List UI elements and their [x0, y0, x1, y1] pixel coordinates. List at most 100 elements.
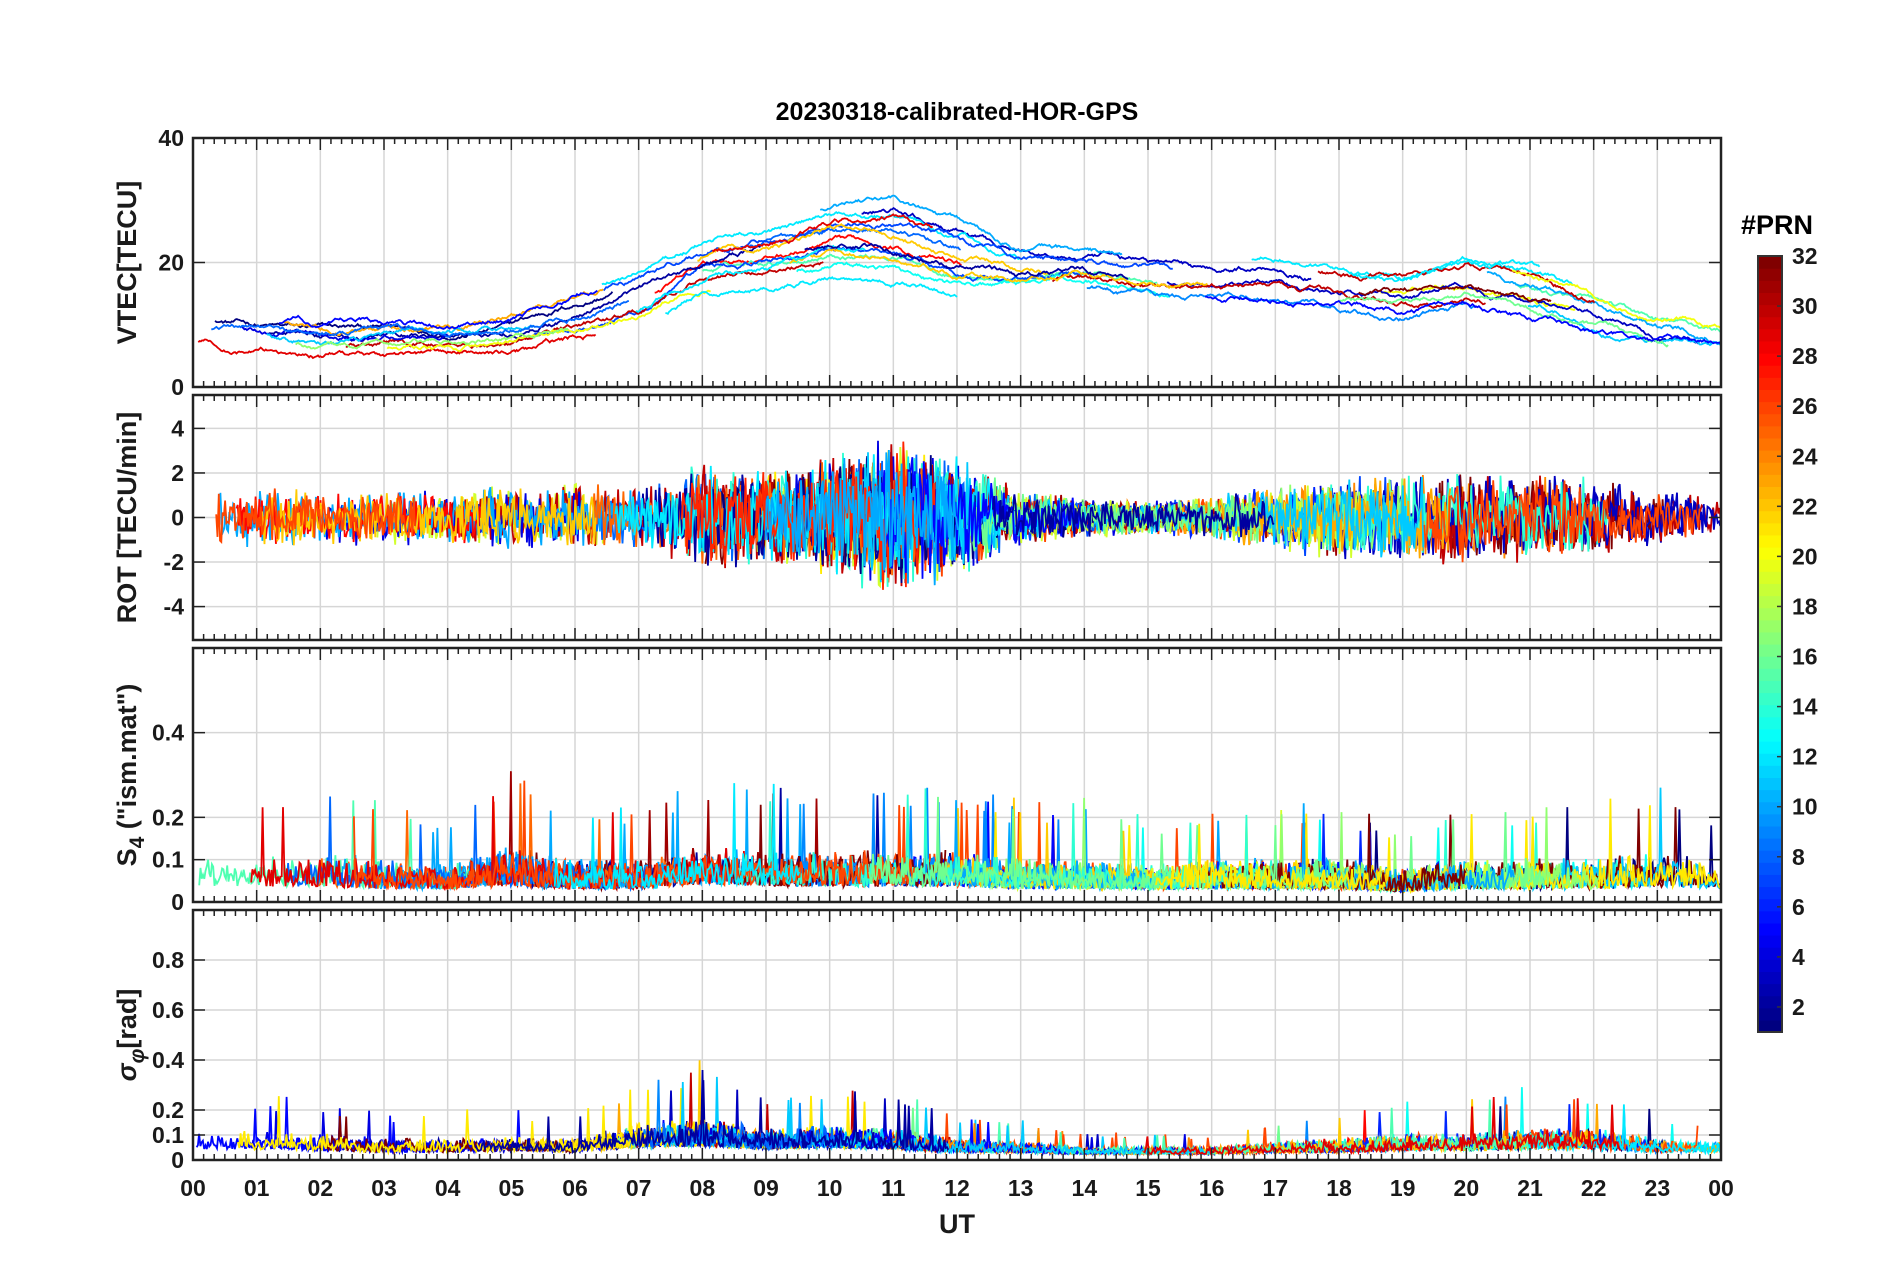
colorbar-segment	[1758, 365, 1782, 378]
series-line-prn	[1273, 807, 1599, 893]
series-group	[195, 1060, 1721, 1158]
series-line-prn	[819, 194, 1123, 256]
series-line-prn	[1155, 823, 1386, 892]
colorbar-segment	[1758, 631, 1782, 645]
colorbar-segment	[1758, 741, 1782, 754]
x-tick-label: 14	[1072, 1175, 1098, 1201]
colorbar-segment	[1758, 547, 1782, 560]
colorbar-segment	[1758, 377, 1782, 390]
colorbar-segment	[1758, 910, 1782, 924]
colorbar-frame	[1757, 255, 1783, 1033]
series-line-prn	[215, 488, 416, 544]
colorbar-segment	[1758, 462, 1782, 475]
colorbar-tick-label: 28	[1792, 343, 1818, 369]
colorbar-segment	[1758, 898, 1782, 912]
x-tick-label: 21	[1517, 1175, 1543, 1201]
colorbar-tick-label: 20	[1792, 543, 1818, 569]
x-tick-label: 13	[1008, 1175, 1034, 1201]
y-axis-label: S4 ("ism.mat")	[112, 684, 149, 867]
colorbar-segment	[1758, 401, 1782, 415]
x-tick-label: 04	[435, 1175, 461, 1201]
y-tick-label: 20	[158, 250, 184, 276]
y-tick-label: 0.4	[152, 720, 184, 746]
x-tick-label: 16	[1199, 1175, 1225, 1201]
colorbar-segment	[1758, 850, 1782, 863]
colorbar-segment	[1758, 862, 1782, 875]
series-line-prn	[353, 809, 915, 891]
y-tick-label: 0.4	[152, 1047, 184, 1073]
colorbar-segment	[1758, 1007, 1782, 1021]
series-line-prn	[1166, 278, 1700, 345]
x-axis-label: UT	[939, 1209, 975, 1239]
colorbar-segment	[1758, 292, 1782, 306]
colorbar-segment	[1758, 498, 1782, 512]
colorbar-segment	[1758, 583, 1782, 597]
colorbar-segment	[1758, 280, 1782, 293]
colorbar-segment	[1758, 353, 1782, 366]
series-line-prn	[747, 227, 962, 251]
y-axis-label: VTEC[TECU]	[112, 181, 142, 345]
colorbar-segment	[1758, 256, 1782, 269]
series-line-prn	[1511, 269, 1721, 329]
colorbar-segment	[1758, 450, 1782, 463]
colorbar-segment	[1758, 437, 1782, 451]
colorbar-segment	[1758, 340, 1782, 354]
colorbar-tick-label: 4	[1792, 944, 1805, 970]
series-line-prn	[266, 324, 534, 346]
colorbar-segment	[1758, 268, 1782, 281]
series-group	[215, 440, 1721, 590]
colorbar-segment	[1758, 668, 1782, 681]
colorbar-tick-label: 6	[1792, 894, 1805, 920]
x-tick-label: 15	[1135, 1175, 1161, 1201]
x-tick-label: 12	[944, 1175, 970, 1201]
panel-frame	[191, 136, 1723, 389]
colorbar-segment	[1758, 619, 1782, 633]
colorbar-segment	[1758, 692, 1782, 706]
colorbar-segment	[1758, 874, 1782, 888]
colorbar-segment	[1758, 777, 1782, 791]
series-line-prn	[1205, 295, 1721, 345]
y-tick-label: 0.1	[152, 1122, 184, 1148]
y-tick-label: 40	[158, 125, 184, 151]
series-line-prn	[789, 248, 1208, 290]
series-line-prn	[868, 796, 1359, 892]
colorbar-tick-label: 32	[1792, 243, 1818, 269]
colorbar-segment	[1758, 922, 1782, 936]
y-tick-label: -2	[164, 549, 184, 575]
y-tick-label: 0.6	[152, 997, 184, 1023]
x-tick-label: 19	[1390, 1175, 1416, 1201]
series-line-prn	[295, 327, 569, 350]
x-tick-label: 11	[881, 1175, 906, 1201]
panel-3: 0 0.1 0.2 0.4S4 ("ism.mat")	[112, 646, 1723, 915]
x-tick-label: 08	[690, 1175, 716, 1201]
colorbar-segment	[1758, 947, 1782, 960]
y-tick-label: 2	[171, 460, 184, 486]
colorbar-segment	[1758, 389, 1782, 403]
series-line-prn	[211, 300, 629, 338]
colorbar-tick-label: 26	[1792, 393, 1818, 419]
y-tick-label: -4	[164, 594, 185, 620]
panel-4: 00.10.2 0.4 0.6 0.8σφ[rad]	[112, 908, 1723, 1173]
series-line-prn	[315, 783, 684, 890]
colorbar-segment	[1758, 935, 1782, 948]
x-tick-label: 03	[371, 1175, 397, 1201]
series-line-prn	[1358, 284, 1552, 303]
colorbar-tick-label: 2	[1792, 994, 1805, 1020]
colorbar-segment	[1758, 607, 1782, 621]
colorbar-segment	[1758, 789, 1782, 803]
colorbar-segment	[1758, 716, 1782, 730]
colorbar-segment	[1758, 680, 1782, 694]
y-tick-label: 0.1	[152, 847, 184, 873]
colorbar-tick-label: 14	[1792, 694, 1818, 720]
colorbar-segment	[1758, 644, 1782, 657]
x-tick-label: 18	[1326, 1175, 1352, 1201]
colorbar-segment	[1758, 959, 1782, 972]
series-line-prn	[197, 333, 597, 360]
colorbar-segment	[1758, 728, 1782, 742]
series-line-prn	[660, 1081, 1212, 1157]
series-line-prn	[1143, 1096, 1622, 1157]
colorbar-tick-label: 22	[1792, 493, 1818, 519]
x-tick-label: 05	[499, 1175, 525, 1201]
